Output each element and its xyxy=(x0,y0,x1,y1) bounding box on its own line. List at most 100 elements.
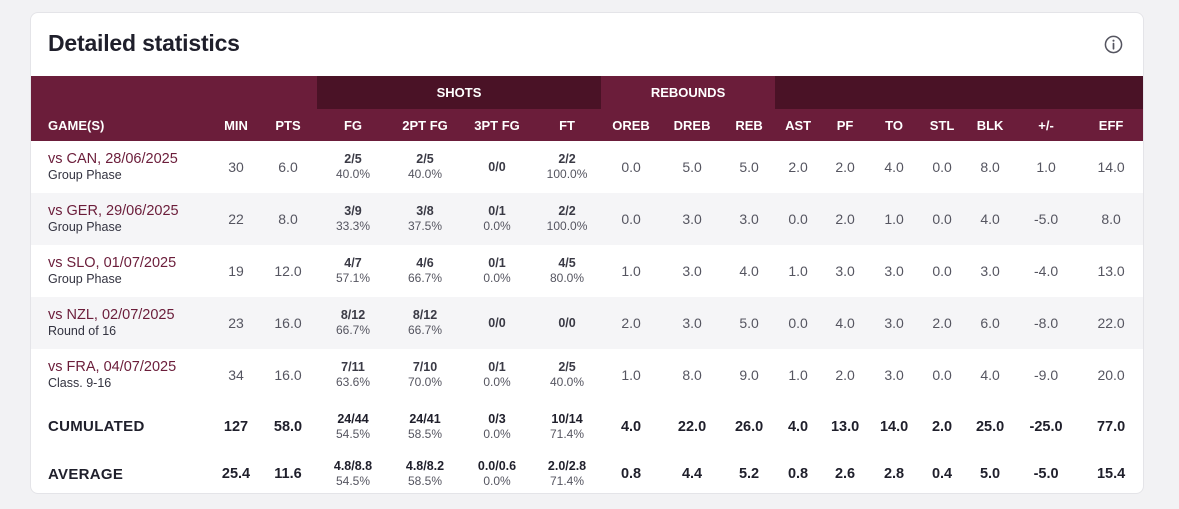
ast-cell: 2.0 xyxy=(788,159,808,175)
fg-cell: 7/11 63.6% xyxy=(317,349,389,401)
fg3-pct: 0.0% xyxy=(483,474,511,488)
fg3-made-att: 0/1 xyxy=(488,360,506,374)
pf-cell: 13.0 xyxy=(830,418,860,435)
fg3-made-att: 0/3 xyxy=(488,411,506,426)
ast-cell: 1.0 xyxy=(788,367,808,383)
average-row: AVERAGE 25.4 11.6 4.8/8.8 54.5% 4.8/8.2 58… xyxy=(31,452,1143,493)
table-row: vs FRA, 04/07/2025 Class. 9-16 34 16.0 7… xyxy=(31,349,1143,401)
ft-made-att: 2/2 xyxy=(558,152,576,166)
blk-cell: 3.0 xyxy=(980,263,1000,279)
fg3-made-att: 0.0/0.6 xyxy=(477,459,517,473)
fg2-pct: 66.7% xyxy=(407,323,443,337)
pts-cell: 8.0 xyxy=(278,211,298,227)
reb-cell: 26.0 xyxy=(734,418,764,435)
eff-cell: 15.4 xyxy=(1096,466,1126,482)
dreb-cell: 8.0 xyxy=(682,367,702,383)
game-link[interactable]: vs FRA, 04/07/2025 xyxy=(48,359,177,375)
group-rebounds: REBOUNDS xyxy=(601,76,776,109)
fg2-made-att: 7/10 xyxy=(412,360,438,374)
fg-pct: 33.3% xyxy=(335,219,371,233)
average-label: AVERAGE xyxy=(48,465,124,483)
pts-cell: 16.0 xyxy=(274,367,302,383)
reb-cell: 3.0 xyxy=(739,211,759,227)
plus-minus-cell: -5.0 xyxy=(1033,466,1059,482)
table-row: vs SLO, 01/07/2025 Group Phase 19 12.0 4… xyxy=(31,245,1143,297)
info-circle-icon[interactable] xyxy=(1104,35,1123,54)
col-header-3pt-fg: 3PT FG xyxy=(461,109,533,141)
detailed-statistics-card: Detailed statistics SHOTS REBOUNDS GAME(… xyxy=(30,12,1144,494)
blk-cell: 4.0 xyxy=(980,367,1000,383)
game-link[interactable]: vs CAN, 28/06/2025 xyxy=(48,151,178,167)
game-link[interactable]: vs SLO, 01/07/2025 xyxy=(48,255,177,271)
pts-cell: 12.0 xyxy=(274,263,302,279)
ft-pct: 100.0% xyxy=(546,219,588,233)
to-cell: 2.8 xyxy=(883,466,905,482)
pf-cell: 2.0 xyxy=(835,367,855,383)
fg2-made-att: 4/6 xyxy=(416,256,434,270)
stl-cell: 0.0 xyxy=(932,159,952,175)
dreb-cell: 4.4 xyxy=(681,466,703,482)
ft-pct: 80.0% xyxy=(550,271,585,285)
fg3-pct: 0.0% xyxy=(483,375,511,389)
fg-cell: 4/7 57.1% xyxy=(317,245,389,297)
reb-cell: 5.0 xyxy=(739,315,759,331)
table-row: vs NZL, 02/07/2025 Round of 16 23 16.0 8… xyxy=(31,297,1143,349)
fg2-pct: 58.5% xyxy=(407,474,443,488)
fg3-cell: 0/0 xyxy=(461,297,533,349)
col-header-blk: BLK xyxy=(965,109,1016,141)
game-phase: Group Phase xyxy=(48,272,122,286)
ft-made-att: 2.0/2.8 xyxy=(547,459,587,473)
fg-cell: 3/9 33.3% xyxy=(317,193,389,245)
blk-cell: 8.0 xyxy=(980,159,1000,175)
col-header-stl: STL xyxy=(919,109,966,141)
stl-cell: 0.0 xyxy=(932,211,952,227)
fg2-cell: 8/12 66.7% xyxy=(389,297,461,349)
fg-pct: 54.5% xyxy=(335,474,371,488)
to-cell: 3.0 xyxy=(884,315,904,331)
table-row: vs CAN, 28/06/2025 Group Phase 30 6.0 2/… xyxy=(31,141,1143,193)
col-header-to: TO xyxy=(869,109,920,141)
to-cell: 1.0 xyxy=(884,211,904,227)
eff-cell: 22.0 xyxy=(1097,315,1125,331)
oreb-cell: 4.0 xyxy=(620,418,642,435)
ft-cell: 2.0/2.8 71.4% xyxy=(533,452,601,493)
eff-cell: 8.0 xyxy=(1101,211,1121,227)
cumulated-label: CUMULATED xyxy=(48,418,145,435)
fg-made-att: 2/5 xyxy=(344,152,362,166)
game-link[interactable]: vs NZL, 02/07/2025 xyxy=(48,307,175,323)
to-cell: 3.0 xyxy=(884,367,904,383)
min-cell: 127 xyxy=(223,418,249,435)
col-header-pts: PTS xyxy=(259,109,317,141)
fg3-pct: 0.0% xyxy=(483,426,511,441)
column-group-row: SHOTS REBOUNDS xyxy=(31,76,1143,109)
pf-cell: 3.0 xyxy=(835,263,855,279)
fg2-pct: 40.0% xyxy=(407,167,443,181)
eff-cell: 13.0 xyxy=(1097,263,1125,279)
oreb-cell: 0.0 xyxy=(621,211,641,227)
ast-cell: 1.0 xyxy=(788,263,808,279)
fg2-made-att: 24/41 xyxy=(409,411,441,426)
plus-minus-cell: -5.0 xyxy=(1034,211,1059,227)
pf-cell: 4.0 xyxy=(835,315,855,331)
column-header-row: GAME(S) MIN PTS FG 2PT FG 3PT FG FT OREB… xyxy=(31,109,1143,141)
dreb-cell: 5.0 xyxy=(682,159,702,175)
fg-made-att: 7/11 xyxy=(341,360,365,374)
blk-cell: 6.0 xyxy=(980,315,1000,331)
game-cell: vs GER, 29/06/2025 Group Phase xyxy=(31,193,213,245)
col-header-plus-minus: +/- xyxy=(1015,109,1078,141)
game-phase: Group Phase xyxy=(48,168,122,182)
ft-made-att: 10/14 xyxy=(551,411,583,426)
dreb-cell: 3.0 xyxy=(682,315,702,331)
ft-cell: 4/5 80.0% xyxy=(533,245,601,297)
fg3-cell: 0/1 0.0% xyxy=(461,349,533,401)
game-phase: Class. 9-16 xyxy=(48,376,112,390)
eff-cell: 20.0 xyxy=(1097,367,1125,383)
card-title: Detailed statistics xyxy=(48,30,240,56)
reb-cell: 9.0 xyxy=(739,367,759,383)
plus-minus-cell: -8.0 xyxy=(1034,315,1059,331)
fg2-cell: 7/10 70.0% xyxy=(389,349,461,401)
group-blank-left xyxy=(31,76,317,109)
game-link[interactable]: vs GER, 29/06/2025 xyxy=(48,203,179,219)
table-row: vs GER, 29/06/2025 Group Phase 22 8.0 3/… xyxy=(31,193,1143,245)
fg3-made-att: 0/0 xyxy=(488,315,506,330)
